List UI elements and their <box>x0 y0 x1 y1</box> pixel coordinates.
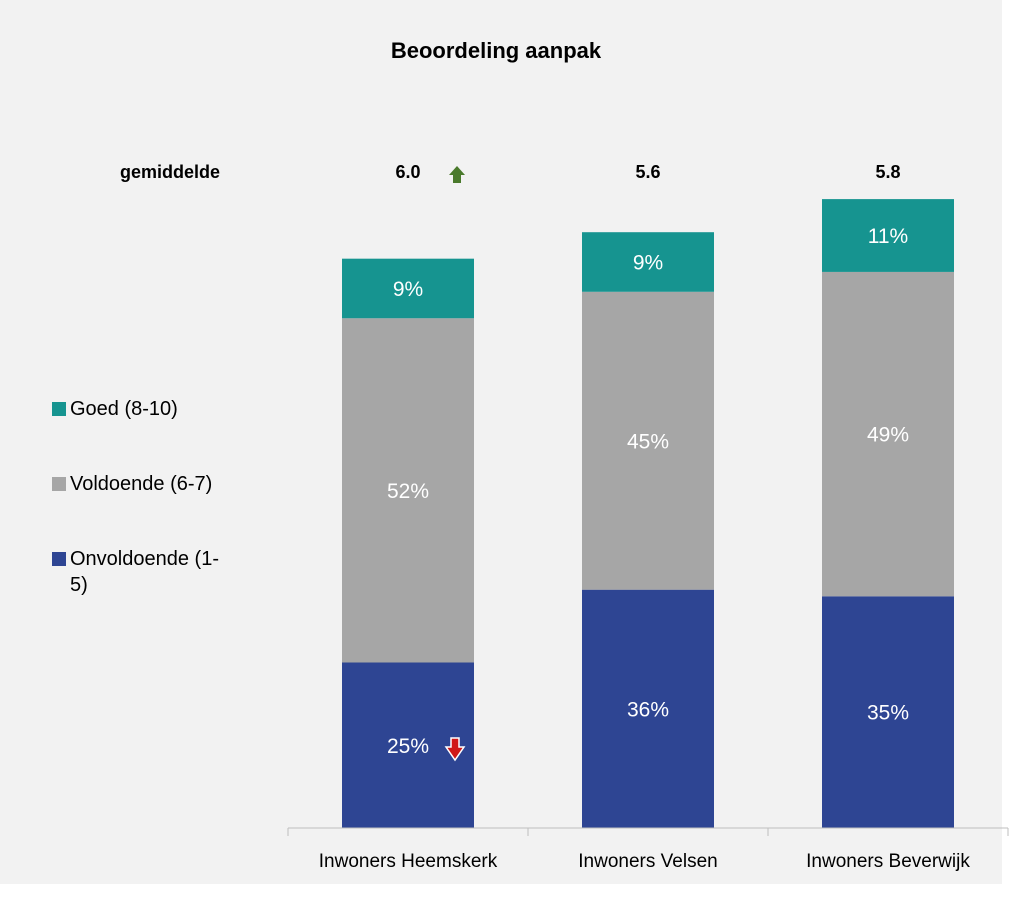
data-label: 36% <box>627 698 669 721</box>
x-tick-label: Inwoners Heemskerk <box>319 851 498 872</box>
data-label: 35% <box>867 702 909 725</box>
average-value: 5.6 <box>635 162 660 182</box>
legend-swatch <box>52 552 66 566</box>
legend-item: Onvoldoende (1-5) <box>52 546 227 598</box>
legend-label: Voldoende (6-7) <box>70 473 213 495</box>
data-label: 11% <box>868 225 908 248</box>
legend-item: Goed (8-10) <box>52 396 227 422</box>
data-label: 9% <box>633 252 663 275</box>
legend-label: Goed (8-10) <box>70 398 178 420</box>
bar-segment <box>582 291 714 590</box>
up-arrow-icon <box>449 166 465 183</box>
bar-segment <box>822 596 954 828</box>
bar-segment <box>822 271 954 597</box>
bar-segment <box>342 318 474 663</box>
bar-segment <box>582 589 714 828</box>
down-arrow-icon <box>444 737 466 762</box>
legend-item: Voldoende (6-7) <box>52 471 227 497</box>
chart-title: Beoordeling aanpak <box>391 38 602 63</box>
average-label: gemiddelde <box>120 162 220 182</box>
bar-segment <box>342 258 474 319</box>
data-label: 25% <box>387 735 429 758</box>
data-label: 9% <box>393 278 423 301</box>
x-tick-label: Inwoners Beverwijk <box>806 851 970 872</box>
bar-segment <box>582 232 714 292</box>
data-label: 45% <box>627 430 669 453</box>
data-label: 52% <box>387 480 429 503</box>
legend-swatch <box>52 477 66 491</box>
legend-swatch <box>52 402 66 416</box>
data-label: 49% <box>867 424 909 447</box>
average-value: 6.0 <box>395 162 420 182</box>
average-value: 5.8 <box>875 162 900 182</box>
x-tick-label: Inwoners Velsen <box>578 851 717 872</box>
legend-label: Onvoldoende (1-5) <box>70 548 219 596</box>
bar-segment <box>822 199 954 272</box>
